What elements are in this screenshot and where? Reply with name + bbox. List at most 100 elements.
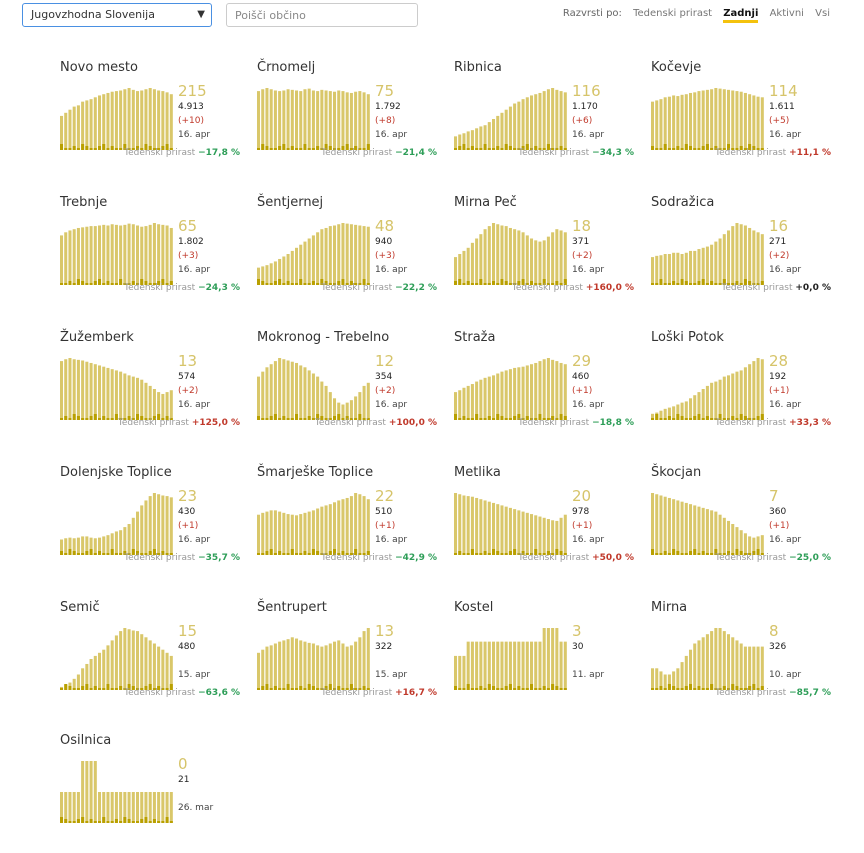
municipality-card[interactable]: Mirna 8 326 10. apr Tedenski prirast −85,7 % bbox=[651, 600, 841, 720]
municipality-card[interactable]: Sodražica 16 271 (+2) 16. apr Tedenski priras… bbox=[651, 195, 841, 315]
municipality-card[interactable]: Žužemberk 13 574 (+2) 16. apr Tedenski priras… bbox=[60, 330, 250, 450]
last-date: 15. apr bbox=[178, 670, 211, 680]
municipality-card[interactable]: Osilnica 0 21 26. mar bbox=[60, 733, 250, 853]
chart-bar bbox=[341, 223, 345, 285]
chart-bar bbox=[60, 115, 64, 150]
last-date: 16. apr bbox=[572, 265, 605, 275]
chart-bar-daily bbox=[680, 416, 684, 420]
municipality-name: Mokronog - Trebelno bbox=[257, 330, 390, 345]
chart-bar bbox=[303, 512, 307, 555]
chart-bar bbox=[102, 224, 106, 285]
chart-bar bbox=[530, 238, 534, 285]
daily-delta: (+10) bbox=[178, 116, 205, 126]
chart-bar bbox=[559, 91, 563, 150]
chart-bar bbox=[525, 97, 529, 150]
chart-bar-daily bbox=[689, 684, 693, 690]
chart-bar-daily bbox=[85, 283, 89, 285]
chart-bar-daily bbox=[337, 553, 341, 555]
chart-bar-daily bbox=[119, 553, 123, 555]
chart-bar bbox=[659, 255, 663, 285]
chart-bar bbox=[144, 637, 148, 690]
municipality-card[interactable]: Kostel 3 30 11. apr bbox=[454, 600, 644, 720]
weekly-growth: Tedenski prirast −17,8 % bbox=[124, 148, 240, 158]
chart-bar bbox=[714, 628, 718, 690]
sort-latest[interactable]: Zadnji bbox=[723, 8, 759, 23]
chart-bar-daily bbox=[689, 551, 693, 555]
chart-bar-daily bbox=[743, 553, 747, 555]
chart-bar bbox=[89, 761, 93, 823]
chart-bar bbox=[278, 358, 282, 420]
total-cases: 271 bbox=[769, 237, 787, 247]
daily-delta: (+3) bbox=[178, 251, 199, 261]
chart-bar bbox=[680, 254, 684, 285]
municipality-card[interactable]: Loški Potok 28 192 (+1) 16. apr Tedenski prir… bbox=[651, 330, 841, 450]
municipality-card[interactable]: Metlika 20 978 (+1) 16. apr Tedenski prirast … bbox=[454, 465, 644, 585]
chart-bar-daily bbox=[752, 551, 756, 555]
chart-bar bbox=[362, 496, 366, 555]
chart-bar-daily bbox=[123, 283, 127, 285]
region-select[interactable]: Jugovzhodna Slovenija ▼ bbox=[22, 3, 212, 27]
municipality-card[interactable]: Straža 29 460 (+1) 16. apr Tedenski prirast −… bbox=[454, 330, 644, 450]
sort-all[interactable]: Vsi bbox=[815, 8, 830, 19]
municipality-card[interactable]: Šentrupert 13 322 15. apr Tedenski prirast +… bbox=[257, 600, 447, 720]
chart-bar-daily bbox=[161, 688, 165, 690]
chart-bar-daily bbox=[563, 416, 567, 420]
chart-bar-daily bbox=[273, 553, 277, 555]
chart-bar bbox=[470, 384, 474, 420]
chart-bar-daily bbox=[85, 418, 89, 420]
chart-bar-daily bbox=[559, 688, 563, 690]
chart-bar-daily bbox=[76, 688, 80, 690]
chart-bar-daily bbox=[290, 146, 294, 150]
chart-bar bbox=[731, 226, 735, 285]
chart-bar-daily bbox=[525, 144, 529, 150]
search-input[interactable] bbox=[226, 3, 418, 27]
chart-bar bbox=[257, 267, 261, 285]
chart-bar-daily bbox=[462, 553, 466, 555]
chart-bar-daily bbox=[341, 279, 345, 285]
chart-bar-daily bbox=[265, 551, 269, 555]
chart-bar bbox=[470, 130, 474, 150]
chart-bar-daily bbox=[131, 281, 135, 285]
municipality-card[interactable]: Kočevje 114 1.611 (+5) 16. apr Tedenski prira… bbox=[651, 60, 841, 180]
municipality-card[interactable]: Šmarješke Toplice 22 510 (+1) 16. apr Tedensk… bbox=[257, 465, 447, 585]
sort-active[interactable]: Aktivni bbox=[769, 8, 804, 19]
chart-bar bbox=[492, 223, 496, 285]
chart-bar bbox=[701, 90, 705, 150]
municipality-card[interactable]: Šentjernej 48 940 (+3) 16. apr Tedenski prira… bbox=[257, 195, 447, 315]
chart-bar bbox=[60, 539, 64, 555]
municipality-card[interactable]: Dolenjske Toplice 23 430 (+1) 16. apr Tedensk… bbox=[60, 465, 250, 585]
chart-bar bbox=[165, 225, 169, 285]
sort-weekly-growth[interactable]: Tedenski prirast bbox=[633, 8, 713, 19]
daily-delta: (+2) bbox=[769, 251, 790, 261]
municipality-card[interactable]: Škocjan 7 360 (+1) 16. apr Tedenski prirast −… bbox=[651, 465, 841, 585]
chart-bar bbox=[504, 109, 508, 150]
chart-bar bbox=[458, 390, 462, 420]
municipality-card[interactable]: Ribnica 116 1.170 (+6) 16. apr Tedenski prira… bbox=[454, 60, 644, 180]
chart-bar bbox=[89, 537, 93, 555]
chart-bar-daily bbox=[68, 418, 72, 420]
chart-bar bbox=[324, 645, 328, 690]
chart-bar-daily bbox=[714, 146, 718, 150]
chart-bar bbox=[76, 227, 80, 285]
chart-bar-daily bbox=[752, 418, 756, 420]
municipality-card[interactable]: Semič 15 480 15. apr Tedenski prirast −63,6 … bbox=[60, 600, 250, 720]
municipality-card[interactable]: Novo mesto 215 4.913 (+10) 16. apr Tedenski p… bbox=[60, 60, 250, 180]
municipality-card[interactable]: Mokronog - Trebelno 12 354 (+2) 16. apr Teden… bbox=[257, 330, 447, 450]
municipality-card[interactable]: Črnomelj 75 1.792 (+8) 16. apr Tedenski prira… bbox=[257, 60, 447, 180]
chart-bar bbox=[760, 359, 764, 420]
municipality-card[interactable]: Trebnje 65 1.802 (+3) 16. apr Tedenski priras… bbox=[60, 195, 250, 315]
municipality-name: Sodražica bbox=[651, 195, 715, 210]
chart-bar-daily bbox=[295, 414, 299, 420]
municipality-card[interactable]: Mirna Peč 18 371 (+2) 16. apr Tedenski priras… bbox=[454, 195, 644, 315]
chart-bar-daily bbox=[110, 821, 114, 823]
chart-bar-daily bbox=[127, 416, 131, 420]
chart-bar bbox=[169, 655, 173, 690]
chart-bar bbox=[672, 95, 676, 150]
chart-bar bbox=[157, 90, 161, 150]
chart-bar bbox=[760, 97, 764, 150]
chart-bar bbox=[517, 101, 521, 150]
chart-bar-daily bbox=[697, 414, 701, 420]
chart-bar-daily bbox=[366, 688, 370, 690]
active-cases: 23 bbox=[178, 487, 198, 505]
chart-bar-daily bbox=[684, 418, 688, 420]
